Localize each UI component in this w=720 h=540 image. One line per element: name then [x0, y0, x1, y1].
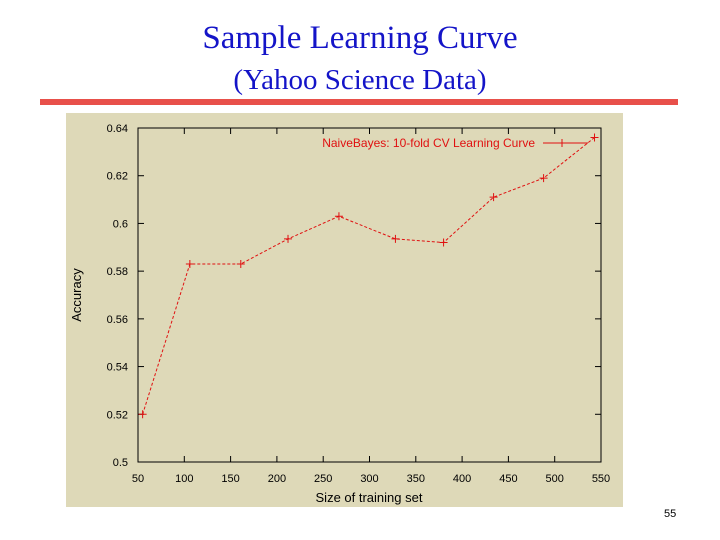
- slide-subtitle: (Yahoo Science Data): [233, 64, 487, 96]
- x-tick-label: 150: [221, 473, 239, 485]
- data-point-marker: [391, 234, 400, 243]
- slide-number: 55: [664, 508, 677, 520]
- x-axis-ticks: 50 100 150 200 250 300 350 400 450 500 550: [132, 128, 610, 485]
- y-axis-ticks: 0.5 0.52 0.54 0.56 0.58 0.6 0.62 0.64: [107, 123, 601, 469]
- y-axis-label: Accuracy: [69, 268, 84, 322]
- data-point-marker: [284, 234, 293, 243]
- y-tick-label: 0.64: [107, 123, 128, 135]
- x-tick-label: 100: [175, 473, 193, 485]
- data-point-marker: [236, 259, 245, 268]
- x-tick-label: 500: [546, 473, 564, 485]
- series-layer: [138, 133, 599, 419]
- data-point-marker: [439, 238, 448, 247]
- y-tick-label: 0.62: [107, 171, 128, 183]
- x-tick-label: 200: [268, 473, 286, 485]
- x-tick-label: 550: [592, 473, 610, 485]
- y-tick-label: 0.5: [113, 457, 128, 469]
- y-tick-label: 0.52: [107, 409, 128, 421]
- y-tick-label: 0.56: [107, 314, 128, 326]
- y-tick-label: 0.6: [113, 218, 128, 230]
- data-point-marker: [590, 133, 599, 142]
- x-tick-label: 50: [132, 473, 144, 485]
- data-point-marker: [539, 174, 548, 183]
- slide-title: Sample Learning Curve: [202, 20, 518, 56]
- data-point-marker: [334, 212, 343, 221]
- data-point-marker: [489, 193, 498, 202]
- series-line: [142, 137, 595, 415]
- x-tick-label: 350: [407, 473, 425, 485]
- x-tick-label: 250: [314, 473, 332, 485]
- legend-marker: [558, 139, 566, 147]
- x-tick-label: 450: [499, 473, 517, 485]
- x-tick-label: 300: [360, 473, 378, 485]
- y-tick-label: 0.54: [107, 362, 128, 374]
- legend: NaiveBayes: 10-fold CV Learning Curve: [322, 136, 588, 150]
- legend-label: NaiveBayes: 10-fold CV Learning Curve: [322, 136, 535, 150]
- x-tick-label: 400: [453, 473, 471, 485]
- title-divider: [40, 99, 678, 105]
- data-point-marker: [185, 259, 194, 268]
- data-point-marker: [138, 410, 147, 419]
- x-axis-label: Size of training set: [316, 490, 423, 505]
- y-tick-label: 0.58: [107, 266, 128, 278]
- chart-background: [66, 113, 623, 507]
